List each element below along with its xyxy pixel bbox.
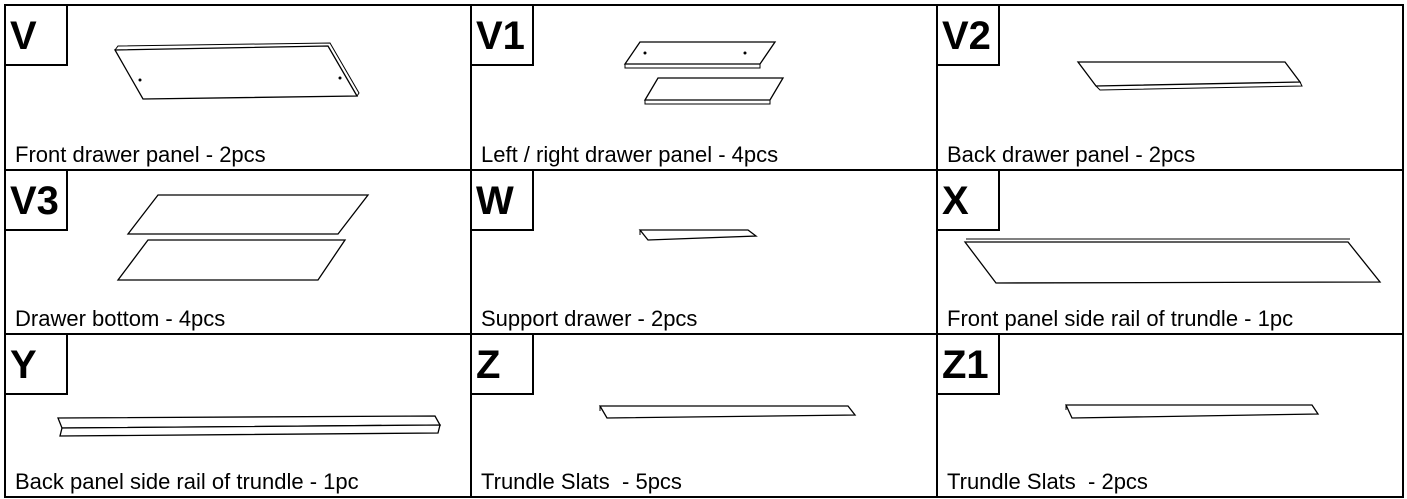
part-id-box — [470, 333, 534, 395]
part-id-box — [4, 4, 68, 66]
part-caption: Back drawer panel - 2pcs — [947, 142, 1195, 167]
part-drawing — [623, 41, 785, 105]
part-id-box — [936, 333, 1000, 395]
part-cell — [936, 333, 1404, 498]
part-drawing — [1064, 404, 1320, 419]
part-id: V1 — [476, 14, 525, 58]
part-drawing — [113, 42, 360, 100]
part-caption: Front panel side rail of trundle - 1pc — [947, 306, 1293, 331]
part-id-box — [936, 169, 1000, 231]
part-caption: Left / right drawer panel - 4pcs — [481, 142, 778, 167]
part-caption: Support drawer - 2pcs — [481, 306, 697, 331]
part-drawing — [1076, 61, 1303, 91]
part-drawing — [638, 229, 758, 241]
part-drawing — [963, 238, 1382, 284]
part-id: Z1 — [942, 343, 989, 387]
part-id: V — [10, 14, 37, 58]
part-id: Z — [476, 343, 500, 387]
part-id-box — [470, 169, 534, 231]
part-drawing — [57, 415, 442, 437]
part-caption: Trundle Slats - 5pcs — [481, 469, 682, 494]
part-id-box — [470, 4, 534, 66]
part-caption: Front drawer panel - 2pcs — [15, 142, 266, 167]
part-id-box — [936, 4, 1000, 66]
part-id: V2 — [942, 14, 991, 58]
part-drawing — [116, 194, 370, 281]
part-id: V3 — [10, 179, 59, 223]
part-id-box — [4, 333, 68, 395]
part-drawing — [598, 405, 857, 419]
part-id-box — [4, 169, 68, 231]
part-id: W — [476, 179, 514, 223]
part-id: X — [942, 179, 969, 223]
part-caption: Back panel side rail of trundle - 1pc — [15, 469, 359, 494]
part-caption: Trundle Slats - 2pcs — [947, 469, 1148, 494]
part-caption: Drawer bottom - 4pcs — [15, 306, 225, 331]
part-id: Y — [10, 343, 37, 387]
